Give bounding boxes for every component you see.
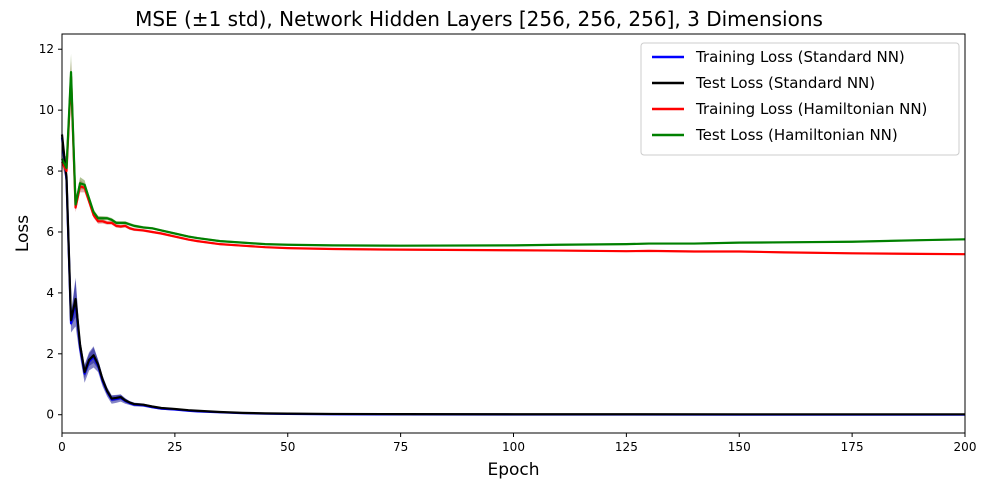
legend-box: [640, 42, 960, 156]
series-line-1: [60, 134, 965, 416]
y-tick-label: 6: [46, 225, 54, 239]
x-tick-label: 75: [393, 440, 408, 454]
legend-label-1: Test Loss (Standard NN): [695, 74, 875, 92]
y-axis: 0 2 4 6 8 10 12: [39, 42, 62, 422]
y-tick-label: 2: [46, 347, 54, 361]
y-axis-title: Loss: [13, 215, 33, 252]
series-line-3: [61, 70, 966, 247]
series-lines: [60, 70, 966, 416]
series-line-0: [60, 137, 965, 416]
x-tick-label: 150: [728, 440, 751, 454]
y-tick-label: 8: [46, 164, 54, 178]
legend-label-0: Training Loss (Standard NN): [695, 48, 905, 66]
std-band-series-1: [62, 128, 965, 415]
x-axis-title: Epoch: [487, 460, 539, 480]
y-tick-label: 12: [39, 42, 54, 56]
legend-label-2: Training Loss (Hamiltonian NN): [695, 100, 927, 118]
x-tick-label: 0: [58, 440, 66, 454]
y-tick-label: 4: [46, 286, 54, 300]
x-tick-label: 100: [502, 440, 525, 454]
y-tick-label: 10: [39, 103, 54, 117]
legend-label-3: Test Loss (Hamiltonian NN): [695, 126, 898, 144]
legend: Training Loss (Standard NN) Test Loss (St…: [640, 42, 960, 156]
std-band-series-0: [62, 128, 965, 415]
x-axis: 0 25 50 75 100 125 150 175 200: [58, 433, 976, 454]
x-tick-label: 50: [280, 440, 295, 454]
chart-title: MSE (±1 std), Network Hidden Layers [256…: [135, 7, 823, 31]
x-tick-label: 200: [954, 440, 977, 454]
y-tick-label: 0: [46, 408, 54, 422]
x-tick-label: 25: [167, 440, 182, 454]
x-tick-label: 175: [841, 440, 864, 454]
x-tick-label: 125: [615, 440, 638, 454]
